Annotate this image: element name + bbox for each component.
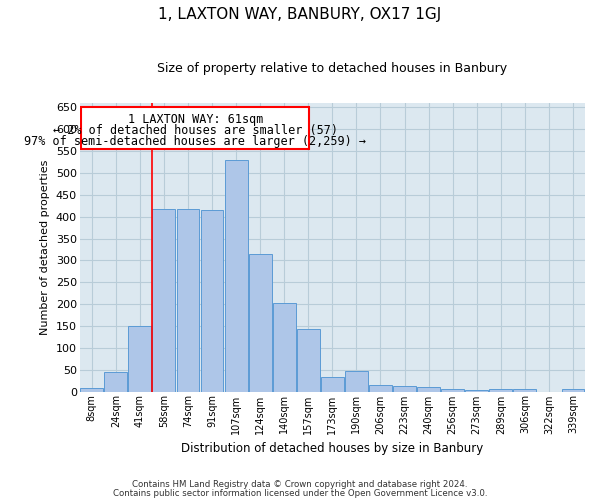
Bar <box>345 370 368 392</box>
Bar <box>273 303 296 392</box>
Bar <box>321 377 344 392</box>
Bar <box>297 330 320 392</box>
Text: 97% of semi-detached houses are larger (2,259) →: 97% of semi-detached houses are larger (… <box>24 135 366 148</box>
Bar <box>224 160 248 392</box>
Bar <box>81 108 310 149</box>
Bar <box>514 389 536 392</box>
Text: 1 LAXTON WAY: 61sqm: 1 LAXTON WAY: 61sqm <box>128 112 263 126</box>
Bar <box>369 385 392 392</box>
Title: Size of property relative to detached houses in Banbury: Size of property relative to detached ho… <box>157 62 508 76</box>
X-axis label: Distribution of detached houses by size in Banbury: Distribution of detached houses by size … <box>181 442 484 455</box>
Bar <box>152 209 175 392</box>
Bar <box>562 389 584 392</box>
Bar <box>441 390 464 392</box>
Bar <box>128 326 151 392</box>
Bar <box>200 210 223 392</box>
Text: Contains HM Land Registry data © Crown copyright and database right 2024.: Contains HM Land Registry data © Crown c… <box>132 480 468 489</box>
Y-axis label: Number of detached properties: Number of detached properties <box>40 160 50 335</box>
Bar <box>465 390 488 392</box>
Bar <box>104 372 127 392</box>
Bar <box>417 387 440 392</box>
Bar <box>249 254 272 392</box>
Bar <box>490 389 512 392</box>
Bar <box>176 209 199 392</box>
Text: Contains public sector information licensed under the Open Government Licence v3: Contains public sector information licen… <box>113 489 487 498</box>
Bar <box>80 388 103 392</box>
Text: ← 2% of detached houses are smaller (57): ← 2% of detached houses are smaller (57) <box>53 124 338 137</box>
Text: 1, LAXTON WAY, BANBURY, OX17 1GJ: 1, LAXTON WAY, BANBURY, OX17 1GJ <box>158 8 442 22</box>
Bar <box>393 386 416 392</box>
